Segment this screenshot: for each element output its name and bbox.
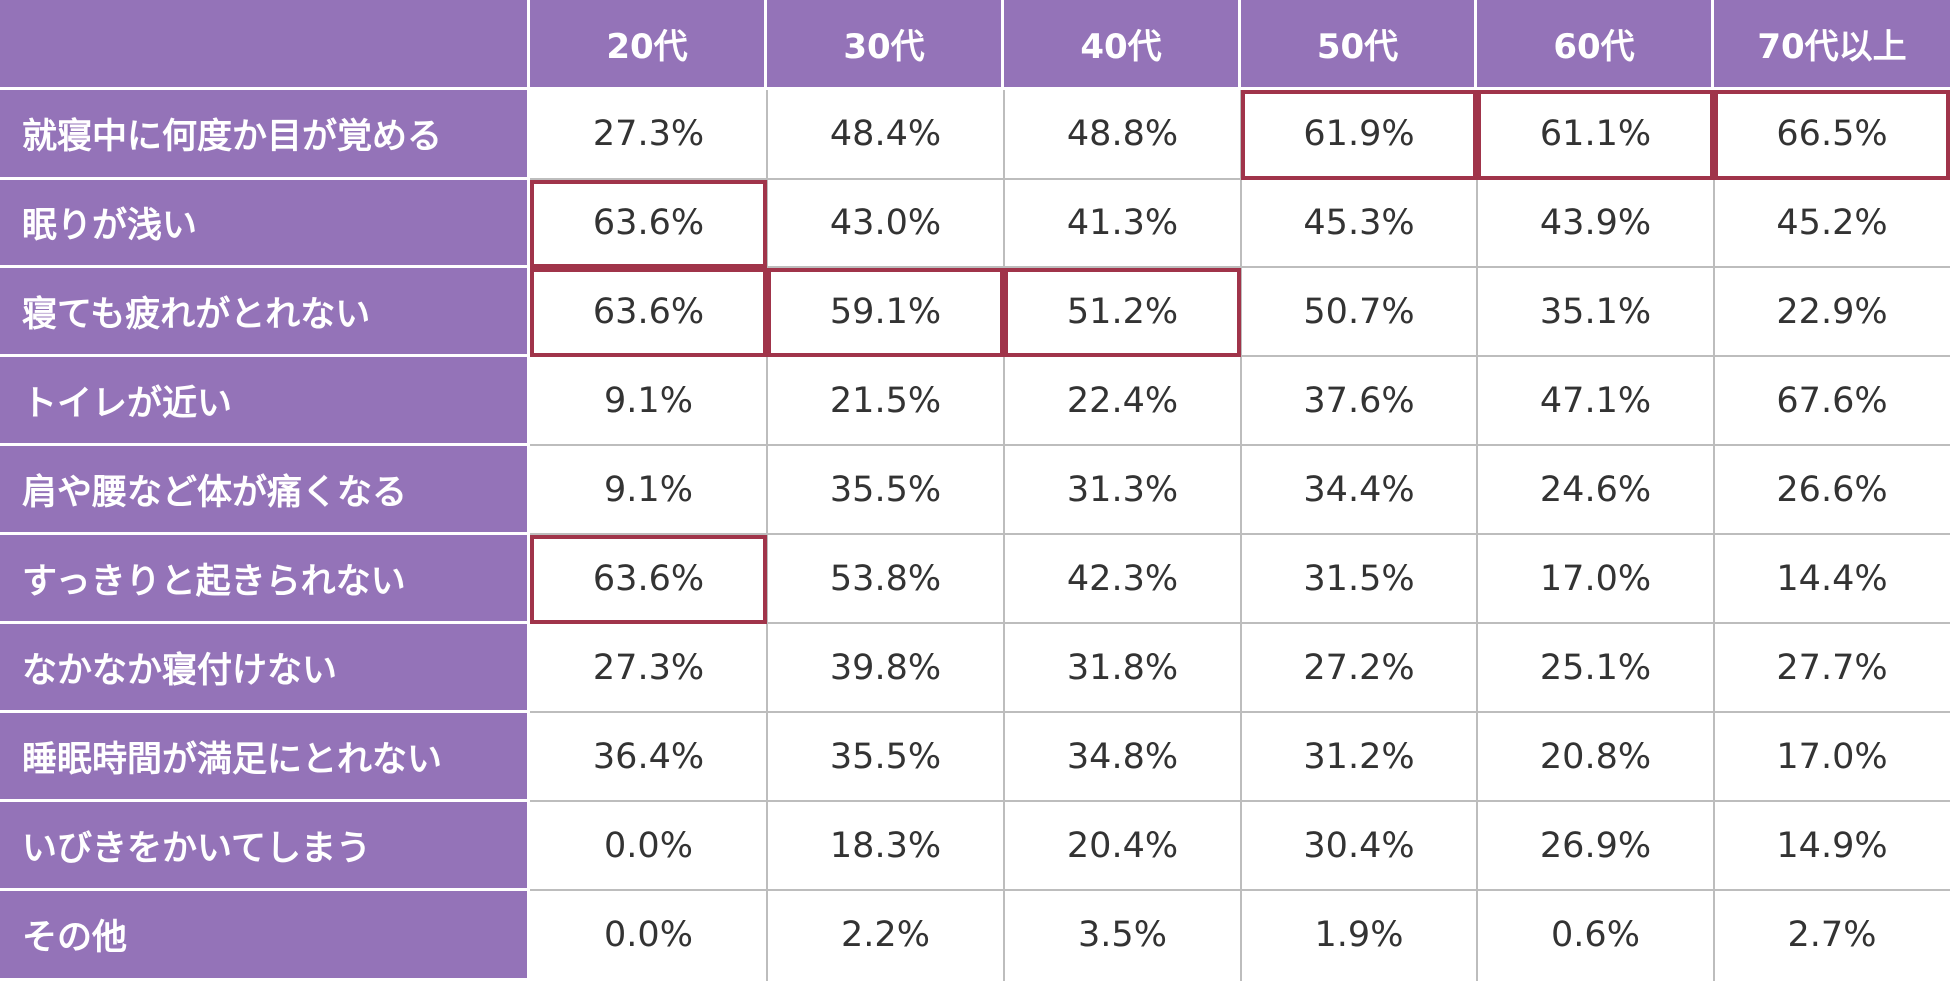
value-cell: 43.9% [1478,180,1713,266]
value-cell: 22.9% [1715,268,1949,355]
value-cell: 66.5% [1715,90,1949,178]
row-label: 寝ても疲れがとれない [0,268,527,354]
value-cell: 27.2% [1242,624,1476,711]
value-cell: 42.3% [1005,535,1240,622]
value-cell: 24.6% [1478,446,1713,533]
row-label: すっきりと起きられない [0,535,527,621]
value-cell: 51.2% [1005,268,1240,355]
value-cell: 26.6% [1715,446,1949,533]
value-cell: 61.9% [1242,90,1476,178]
column-header: 20代 [530,0,764,87]
grid-line-horizontal [530,889,1950,891]
value-cell: 30.4% [1242,802,1476,889]
value-cell: 41.3% [1005,180,1240,266]
value-cell: 63.6% [531,268,766,355]
row-label: 肩や腰など体が痛くなる [0,446,527,532]
row-label: いびきをかいてしまう [0,802,527,888]
grid-line-horizontal [530,800,1950,802]
grid-line-horizontal [530,266,1950,268]
value-cell: 9.1% [531,446,766,533]
value-cell: 47.1% [1478,357,1713,444]
grid-line-vertical [1003,90,1005,981]
row-label: 睡眠時間が満足にとれない [0,713,527,799]
value-cell: 17.0% [1478,535,1713,622]
value-cell: 20.8% [1478,713,1713,800]
row-label: 就寝中に何度か目が覚める [0,90,527,177]
row-label: その他 [0,891,527,978]
column-header: 70代以上 [1714,0,1950,87]
value-cell: 48.4% [768,90,1003,178]
value-cell: 34.8% [1005,713,1240,800]
value-cell: 27.3% [531,90,766,178]
column-header: 30代 [767,0,1001,87]
grid-line-horizontal [530,178,1950,180]
value-cell: 31.8% [1005,624,1240,711]
column-header: 40代 [1004,0,1238,87]
value-cell: 17.0% [1715,713,1949,800]
column-header: 60代 [1477,0,1711,87]
value-cell: 39.8% [768,624,1003,711]
value-cell: 63.6% [531,180,766,266]
value-cell: 31.3% [1005,446,1240,533]
value-cell: 53.8% [768,535,1003,622]
value-cell: 22.4% [1005,357,1240,444]
value-cell: 0.0% [531,891,766,979]
value-cell: 61.1% [1478,90,1713,178]
value-cell: 37.6% [1242,357,1476,444]
value-cell: 14.9% [1715,802,1949,889]
grid-line-vertical [1476,90,1478,981]
value-cell: 35.1% [1478,268,1713,355]
header-corner-cell [0,0,527,87]
value-cell: 2.7% [1715,891,1949,979]
row-label: トイレが近い [0,357,527,443]
value-cell: 20.4% [1005,802,1240,889]
value-cell: 0.0% [531,802,766,889]
grid-line-horizontal [530,444,1950,446]
grid-line-horizontal [530,622,1950,624]
value-cell: 0.6% [1478,891,1713,979]
value-cell: 35.5% [768,446,1003,533]
value-cell: 36.4% [531,713,766,800]
value-cell: 59.1% [768,268,1003,355]
value-cell: 3.5% [1005,891,1240,979]
value-cell: 31.5% [1242,535,1476,622]
value-cell: 50.7% [1242,268,1476,355]
grid-line-vertical [1240,90,1242,981]
value-cell: 34.4% [1242,446,1476,533]
value-cell: 43.0% [768,180,1003,266]
column-header: 50代 [1241,0,1474,87]
value-cell: 25.1% [1478,624,1713,711]
row-label: なかなか寝付けない [0,624,527,710]
value-cell: 27.3% [531,624,766,711]
grid-line-vertical [766,90,768,981]
row-label: 眠りが浅い [0,180,527,265]
value-cell: 26.9% [1478,802,1713,889]
value-cell: 1.9% [1242,891,1476,979]
value-cell: 9.1% [531,357,766,444]
value-cell: 27.7% [1715,624,1949,711]
value-cell: 45.2% [1715,180,1949,266]
value-cell: 21.5% [768,357,1003,444]
value-cell: 67.6% [1715,357,1949,444]
value-cell: 63.6% [531,535,766,622]
value-cell: 45.3% [1242,180,1476,266]
grid-line-horizontal [530,533,1950,535]
value-cell: 18.3% [768,802,1003,889]
value-cell: 35.5% [768,713,1003,800]
value-cell: 48.8% [1005,90,1240,178]
grid-line-vertical [1713,90,1715,981]
value-cell: 2.2% [768,891,1003,979]
value-cell: 14.4% [1715,535,1949,622]
value-cell: 31.2% [1242,713,1476,800]
grid-line-horizontal [530,711,1950,713]
